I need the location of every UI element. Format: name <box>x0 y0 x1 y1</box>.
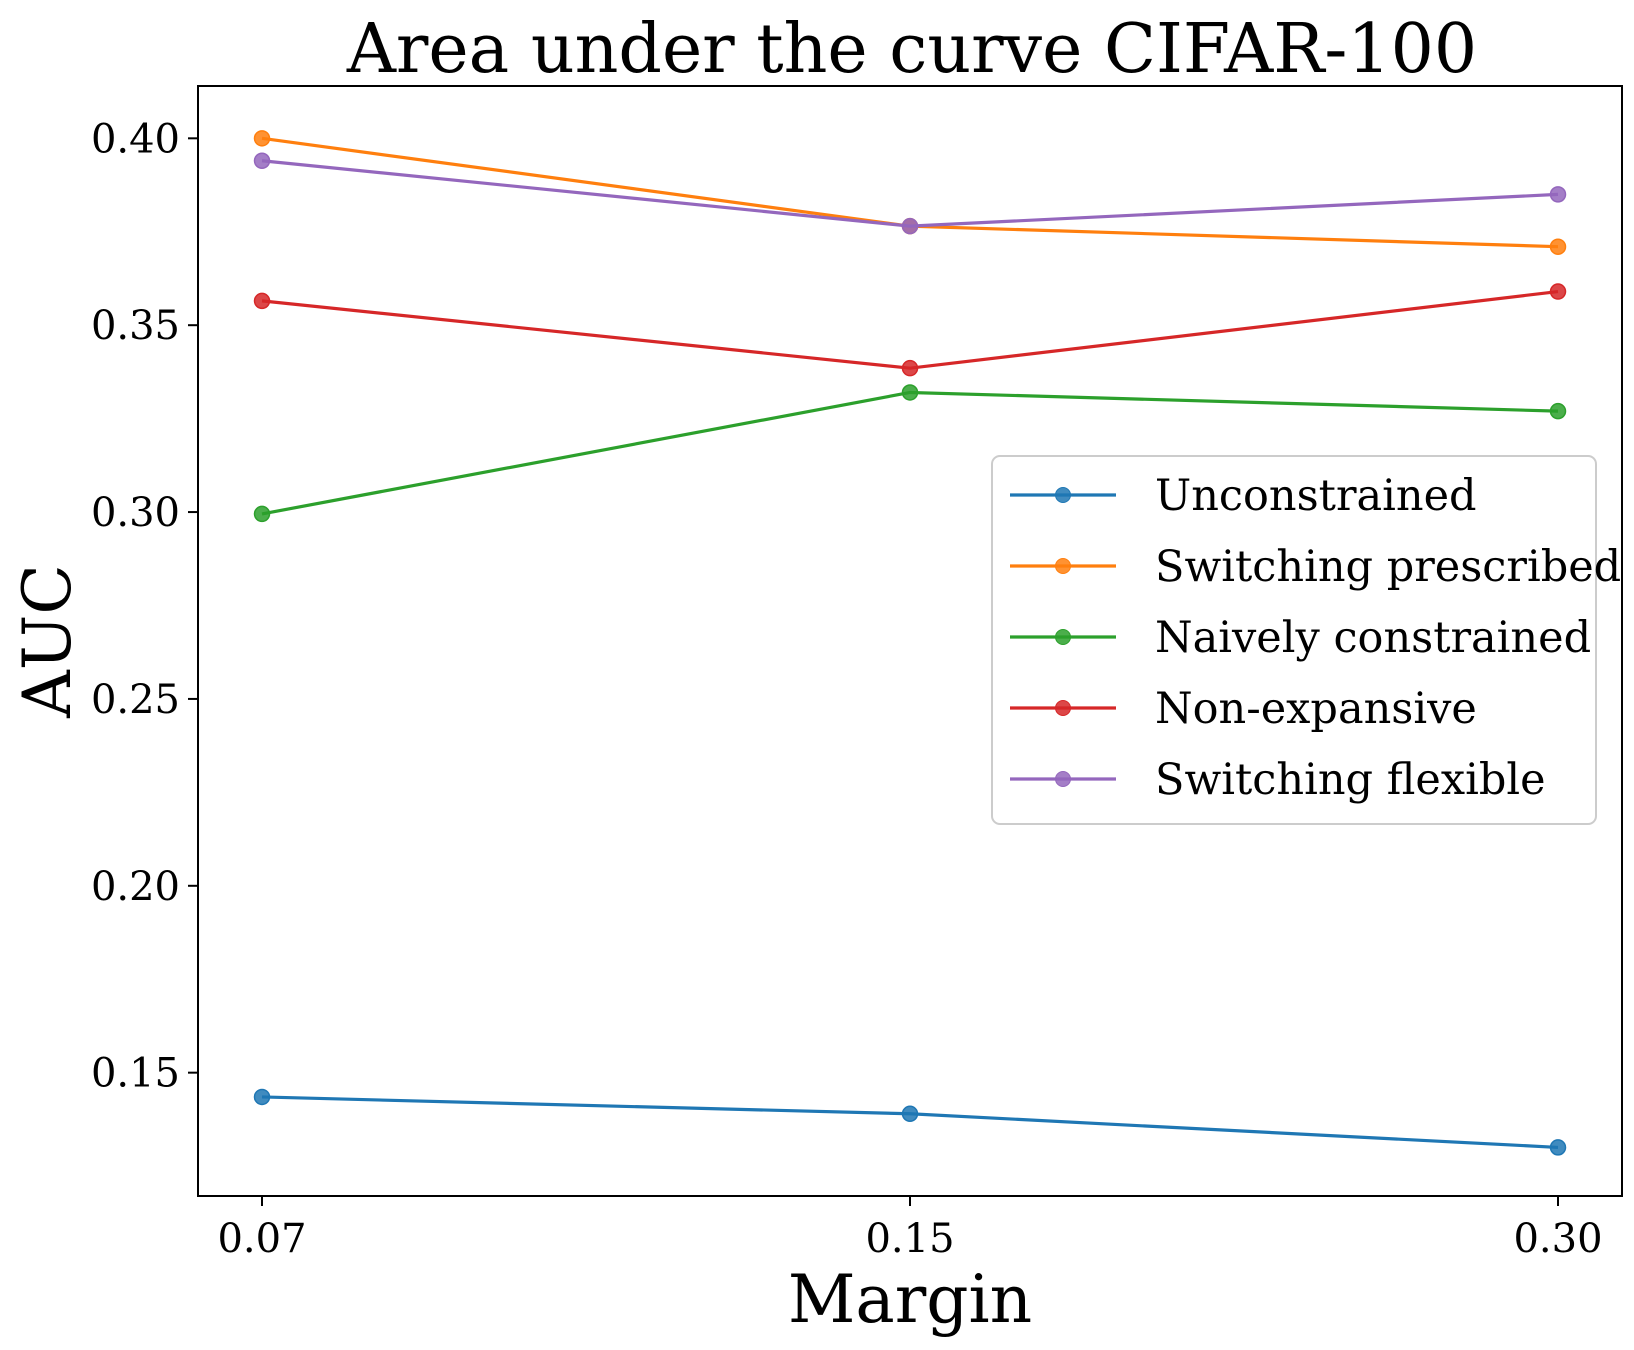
legend-label: Naively constrained <box>1155 613 1591 663</box>
data-point-non-expansive <box>253 292 271 310</box>
y-tick-label: 0.20 <box>91 864 180 910</box>
data-point-naively-constrained <box>901 384 919 401</box>
data-point-unconstrained <box>1549 1139 1567 1156</box>
data-point-unconstrained <box>901 1105 919 1123</box>
y-tick-label: 0.40 <box>91 116 180 162</box>
y-tick-label: 0.30 <box>91 490 180 536</box>
legend-marker <box>1055 629 1071 645</box>
series-line-switching-flexible <box>261 159 1559 228</box>
data-point-naively-constrained <box>1549 402 1567 420</box>
data-point-non-expansive <box>901 359 919 377</box>
y-axis-label: AUC <box>9 564 86 719</box>
y-tick-label: 0.25 <box>91 677 180 723</box>
x-tick-label: 0.15 <box>865 1216 954 1262</box>
legend-frame <box>991 455 1597 825</box>
legend-label: Switching prescribed <box>1155 542 1621 592</box>
y-tick-label: 0.35 <box>91 303 180 349</box>
legend-marker <box>1055 771 1071 787</box>
chart-title: Area under the curve CIFAR-100 <box>346 10 1477 89</box>
data-point-switching-flexible <box>253 152 271 169</box>
data-point-unconstrained <box>253 1088 271 1106</box>
legend-label: Switching flexible <box>1155 755 1546 805</box>
y-axis-ticks: 0.15 0.20 0.25 0.30 0.35 0.40 <box>91 116 198 1097</box>
series-line-unconstrained <box>261 1095 1559 1150</box>
series-layer <box>253 130 1567 1156</box>
legend-marker <box>1055 558 1071 574</box>
data-point-switching-prescribed <box>1549 238 1567 255</box>
x-tick-label: 0.30 <box>1513 1216 1602 1262</box>
x-axis-ticks: 0.07 0.15 0.30 <box>217 1196 1603 1262</box>
legend-label: Non-expansive <box>1155 684 1477 734</box>
x-tick-label: 0.07 <box>217 1216 306 1262</box>
legend-marker <box>1055 487 1071 503</box>
y-tick-label: 0.15 <box>91 1051 180 1097</box>
data-point-naively-constrained <box>253 505 271 523</box>
data-point-non-expansive <box>1549 283 1567 300</box>
legend-label: Unconstrained <box>1155 471 1477 521</box>
series-line-non-expansive <box>261 289 1559 370</box>
legend: Unconstrained Switching prescribed Naively… <box>991 455 1621 825</box>
legend-marker <box>1055 700 1071 716</box>
data-point-switching-prescribed <box>253 130 271 147</box>
x-axis-label: Margin <box>788 1261 1032 1338</box>
data-point-switching-flexible <box>901 217 919 235</box>
data-point-switching-flexible <box>1549 186 1567 203</box>
